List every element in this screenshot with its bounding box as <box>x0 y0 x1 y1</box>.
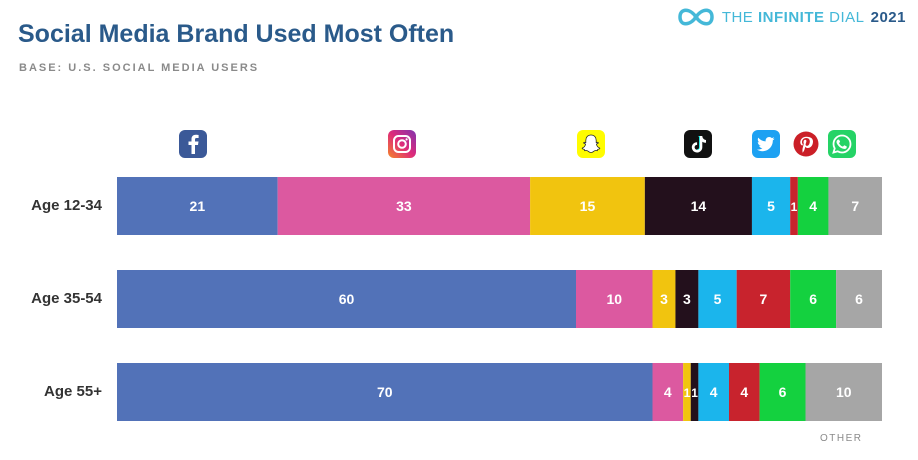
bar-value-label: 5 <box>714 291 722 307</box>
brand-light: DIAL <box>829 8 864 26</box>
bar-segment <box>729 363 760 421</box>
bar-value-label: 33 <box>396 198 412 214</box>
bar-value-label: 4 <box>809 198 817 214</box>
row-label-age-35-54: Age 35-54 <box>31 290 102 307</box>
bar-segment <box>805 363 882 421</box>
bar-value-label: 3 <box>660 291 668 307</box>
pinterest-icon <box>792 130 820 158</box>
bar-value-label: 6 <box>855 291 863 307</box>
bar-value-label: 15 <box>580 198 596 214</box>
bar-value-label: 1 <box>791 200 798 214</box>
bar-value-label: 10 <box>836 384 852 400</box>
chart-subtitle: BASE: U.S. SOCIAL MEDIA USERS <box>19 62 260 74</box>
row-label-age-55-plus: Age 55+ <box>44 383 102 400</box>
bar-value-label: 1 <box>691 386 698 400</box>
brand-prefix: THE <box>721 8 754 26</box>
bar-segment <box>675 270 699 328</box>
bar-segment <box>690 363 699 421</box>
bar-segment <box>117 177 278 235</box>
bar-segment <box>759 363 806 421</box>
bar-value-label: 4 <box>740 384 748 400</box>
tiktok-icon <box>684 130 712 158</box>
bar-value-label: 10 <box>606 291 622 307</box>
bar-segment <box>736 270 791 328</box>
bar-value-label: 60 <box>339 291 355 307</box>
bar-segment <box>117 363 653 421</box>
bar-segment <box>644 177 752 235</box>
brand-bold: INFINITE <box>757 8 825 26</box>
instagram-icon <box>388 130 416 158</box>
bar-segment <box>698 363 729 421</box>
bar-value-label: 7 <box>760 291 768 307</box>
twitter-icon <box>752 130 780 158</box>
bar-segment <box>117 270 576 328</box>
bar-segment <box>751 177 791 235</box>
bar-segment <box>836 270 882 328</box>
bar-segment <box>652 363 684 421</box>
bar-value-label: 6 <box>779 384 787 400</box>
snapchat-icon <box>577 130 605 158</box>
bar-value-label: 4 <box>710 384 718 400</box>
bar-value-label: 70 <box>377 384 393 400</box>
whatsapp-icon <box>828 130 856 158</box>
bar-segment <box>698 270 737 328</box>
bar-segment <box>652 270 676 328</box>
bar-segment <box>530 177 645 235</box>
bar-value-label: 7 <box>851 198 859 214</box>
brand-wordmark: THE INFINITE DIAL 2021 <box>722 9 906 26</box>
bar-segment <box>797 177 829 235</box>
bar-value-label: 3 <box>683 291 691 307</box>
bar-value-label: 21 <box>190 198 206 214</box>
chart-title: Social Media Brand Used Most Often <box>18 20 455 48</box>
bar-value-label: 14 <box>691 198 707 214</box>
bar-value-label: 4 <box>664 384 672 400</box>
row-label-age-12-34: Age 12-34 <box>31 197 102 214</box>
bar-segment <box>828 177 882 235</box>
facebook-icon <box>179 130 207 158</box>
bar-value-label: 6 <box>809 291 817 307</box>
bar-value-label: 1 <box>684 386 691 400</box>
brand-logo: THE INFINITE DIAL 2021 <box>676 6 906 28</box>
other-legend-label: OTHER <box>820 433 863 444</box>
bar-segment <box>277 177 531 235</box>
bar-segment <box>576 270 653 328</box>
brand-year: 2021 <box>870 8 906 26</box>
bar-value-label: 5 <box>767 198 775 214</box>
bar-segment <box>683 363 691 421</box>
infinity-logo-icon <box>678 8 714 26</box>
bar-segment <box>790 270 837 328</box>
bar-segment <box>790 177 798 235</box>
